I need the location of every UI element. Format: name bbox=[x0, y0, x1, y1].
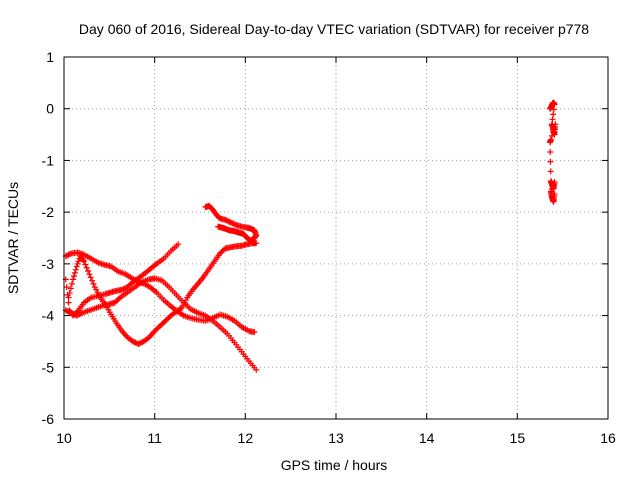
x-axis-label: GPS time / hours bbox=[281, 457, 388, 473]
data-point bbox=[72, 266, 79, 273]
data-point bbox=[131, 339, 138, 346]
data-point bbox=[222, 216, 229, 223]
y-tick-label: -3 bbox=[42, 256, 55, 272]
data-point bbox=[549, 132, 556, 139]
data-point bbox=[119, 286, 126, 293]
data-point bbox=[68, 280, 75, 287]
y-tick-label: -4 bbox=[42, 308, 55, 324]
data-point bbox=[549, 116, 556, 123]
y-tick-label: -6 bbox=[42, 411, 55, 427]
data-point bbox=[70, 276, 77, 283]
data-point bbox=[80, 256, 87, 263]
x-tick-label: 14 bbox=[419, 430, 435, 446]
data-point bbox=[551, 125, 558, 132]
data-point bbox=[65, 294, 72, 301]
data-point bbox=[129, 338, 136, 345]
series-track-c bbox=[62, 275, 260, 373]
data-point bbox=[64, 252, 71, 259]
data-point bbox=[135, 341, 142, 348]
chart-title: Day 060 of 2016, Sidereal Day-to-day VTE… bbox=[79, 21, 589, 37]
series-track-e bbox=[202, 202, 260, 244]
data-point bbox=[551, 101, 558, 108]
data-point bbox=[547, 158, 554, 165]
data-point bbox=[89, 277, 96, 284]
data-point bbox=[86, 271, 93, 278]
data-point bbox=[552, 121, 559, 128]
data-point bbox=[547, 168, 554, 175]
x-tick-label: 13 bbox=[328, 430, 344, 446]
data-point bbox=[69, 310, 76, 317]
y-tick-label: -5 bbox=[42, 359, 55, 375]
data-point bbox=[65, 308, 72, 315]
data-point bbox=[547, 149, 554, 156]
data-point bbox=[66, 289, 73, 296]
data-point bbox=[77, 310, 84, 317]
data-point bbox=[253, 240, 260, 247]
data-point bbox=[138, 339, 145, 346]
data-point bbox=[67, 285, 74, 292]
plot-frame bbox=[63, 56, 609, 420]
data-point bbox=[229, 220, 236, 227]
y-axis-label: SDTVAR / TECUs bbox=[5, 182, 21, 294]
data-point bbox=[223, 217, 230, 224]
data-point bbox=[251, 329, 258, 336]
data-point bbox=[66, 251, 73, 258]
data-point bbox=[136, 340, 143, 347]
data-point bbox=[63, 284, 70, 291]
data-point bbox=[226, 218, 233, 225]
data-point bbox=[177, 305, 184, 312]
grid-lines bbox=[64, 57, 608, 419]
data-point bbox=[546, 139, 553, 146]
data-point bbox=[71, 269, 78, 276]
data-point bbox=[87, 274, 94, 281]
data-point bbox=[230, 220, 237, 227]
data-point bbox=[65, 251, 72, 258]
data-point bbox=[70, 273, 77, 280]
series-track-f bbox=[546, 99, 559, 205]
data-point bbox=[231, 221, 238, 228]
data-point bbox=[550, 106, 557, 113]
data-point bbox=[64, 308, 71, 315]
data-point bbox=[68, 309, 75, 316]
data-point bbox=[120, 286, 127, 293]
y-tick-label: -2 bbox=[42, 204, 55, 220]
data-point bbox=[80, 258, 87, 265]
data-point bbox=[83, 264, 90, 271]
x-tick-label: 12 bbox=[238, 430, 254, 446]
x-tick-labels: 10 11 12 13 14 15 16 bbox=[56, 430, 616, 446]
data-point bbox=[132, 339, 139, 346]
data-point bbox=[175, 241, 182, 248]
data-point bbox=[550, 128, 557, 135]
x-tick-label: 16 bbox=[600, 430, 616, 446]
series-track-d bbox=[65, 240, 260, 348]
data-point bbox=[76, 311, 83, 318]
data-points bbox=[62, 99, 559, 373]
data-point bbox=[225, 218, 232, 225]
data-point bbox=[66, 309, 73, 316]
y-tick-label: 0 bbox=[46, 101, 54, 117]
data-point bbox=[75, 311, 82, 318]
data-point bbox=[70, 311, 77, 318]
data-point bbox=[551, 191, 558, 198]
data-point bbox=[73, 312, 80, 319]
data-point bbox=[115, 295, 122, 302]
data-point bbox=[90, 280, 97, 287]
data-point bbox=[253, 366, 260, 373]
data-point bbox=[65, 299, 72, 306]
x-tick-label: 10 bbox=[56, 430, 72, 446]
y-tick-label: 1 bbox=[46, 49, 54, 65]
y-tick-labels: 1 0 -1 -2 -3 -4 -5 -6 bbox=[42, 49, 55, 427]
x-tick-label: 11 bbox=[147, 430, 162, 446]
data-point bbox=[550, 111, 557, 118]
y-tick-label: -1 bbox=[42, 152, 55, 168]
data-point bbox=[227, 219, 234, 226]
data-point bbox=[215, 223, 222, 230]
data-point bbox=[82, 261, 89, 268]
data-point bbox=[121, 285, 128, 292]
x-tick-label: 15 bbox=[510, 430, 526, 446]
data-point bbox=[85, 267, 92, 274]
